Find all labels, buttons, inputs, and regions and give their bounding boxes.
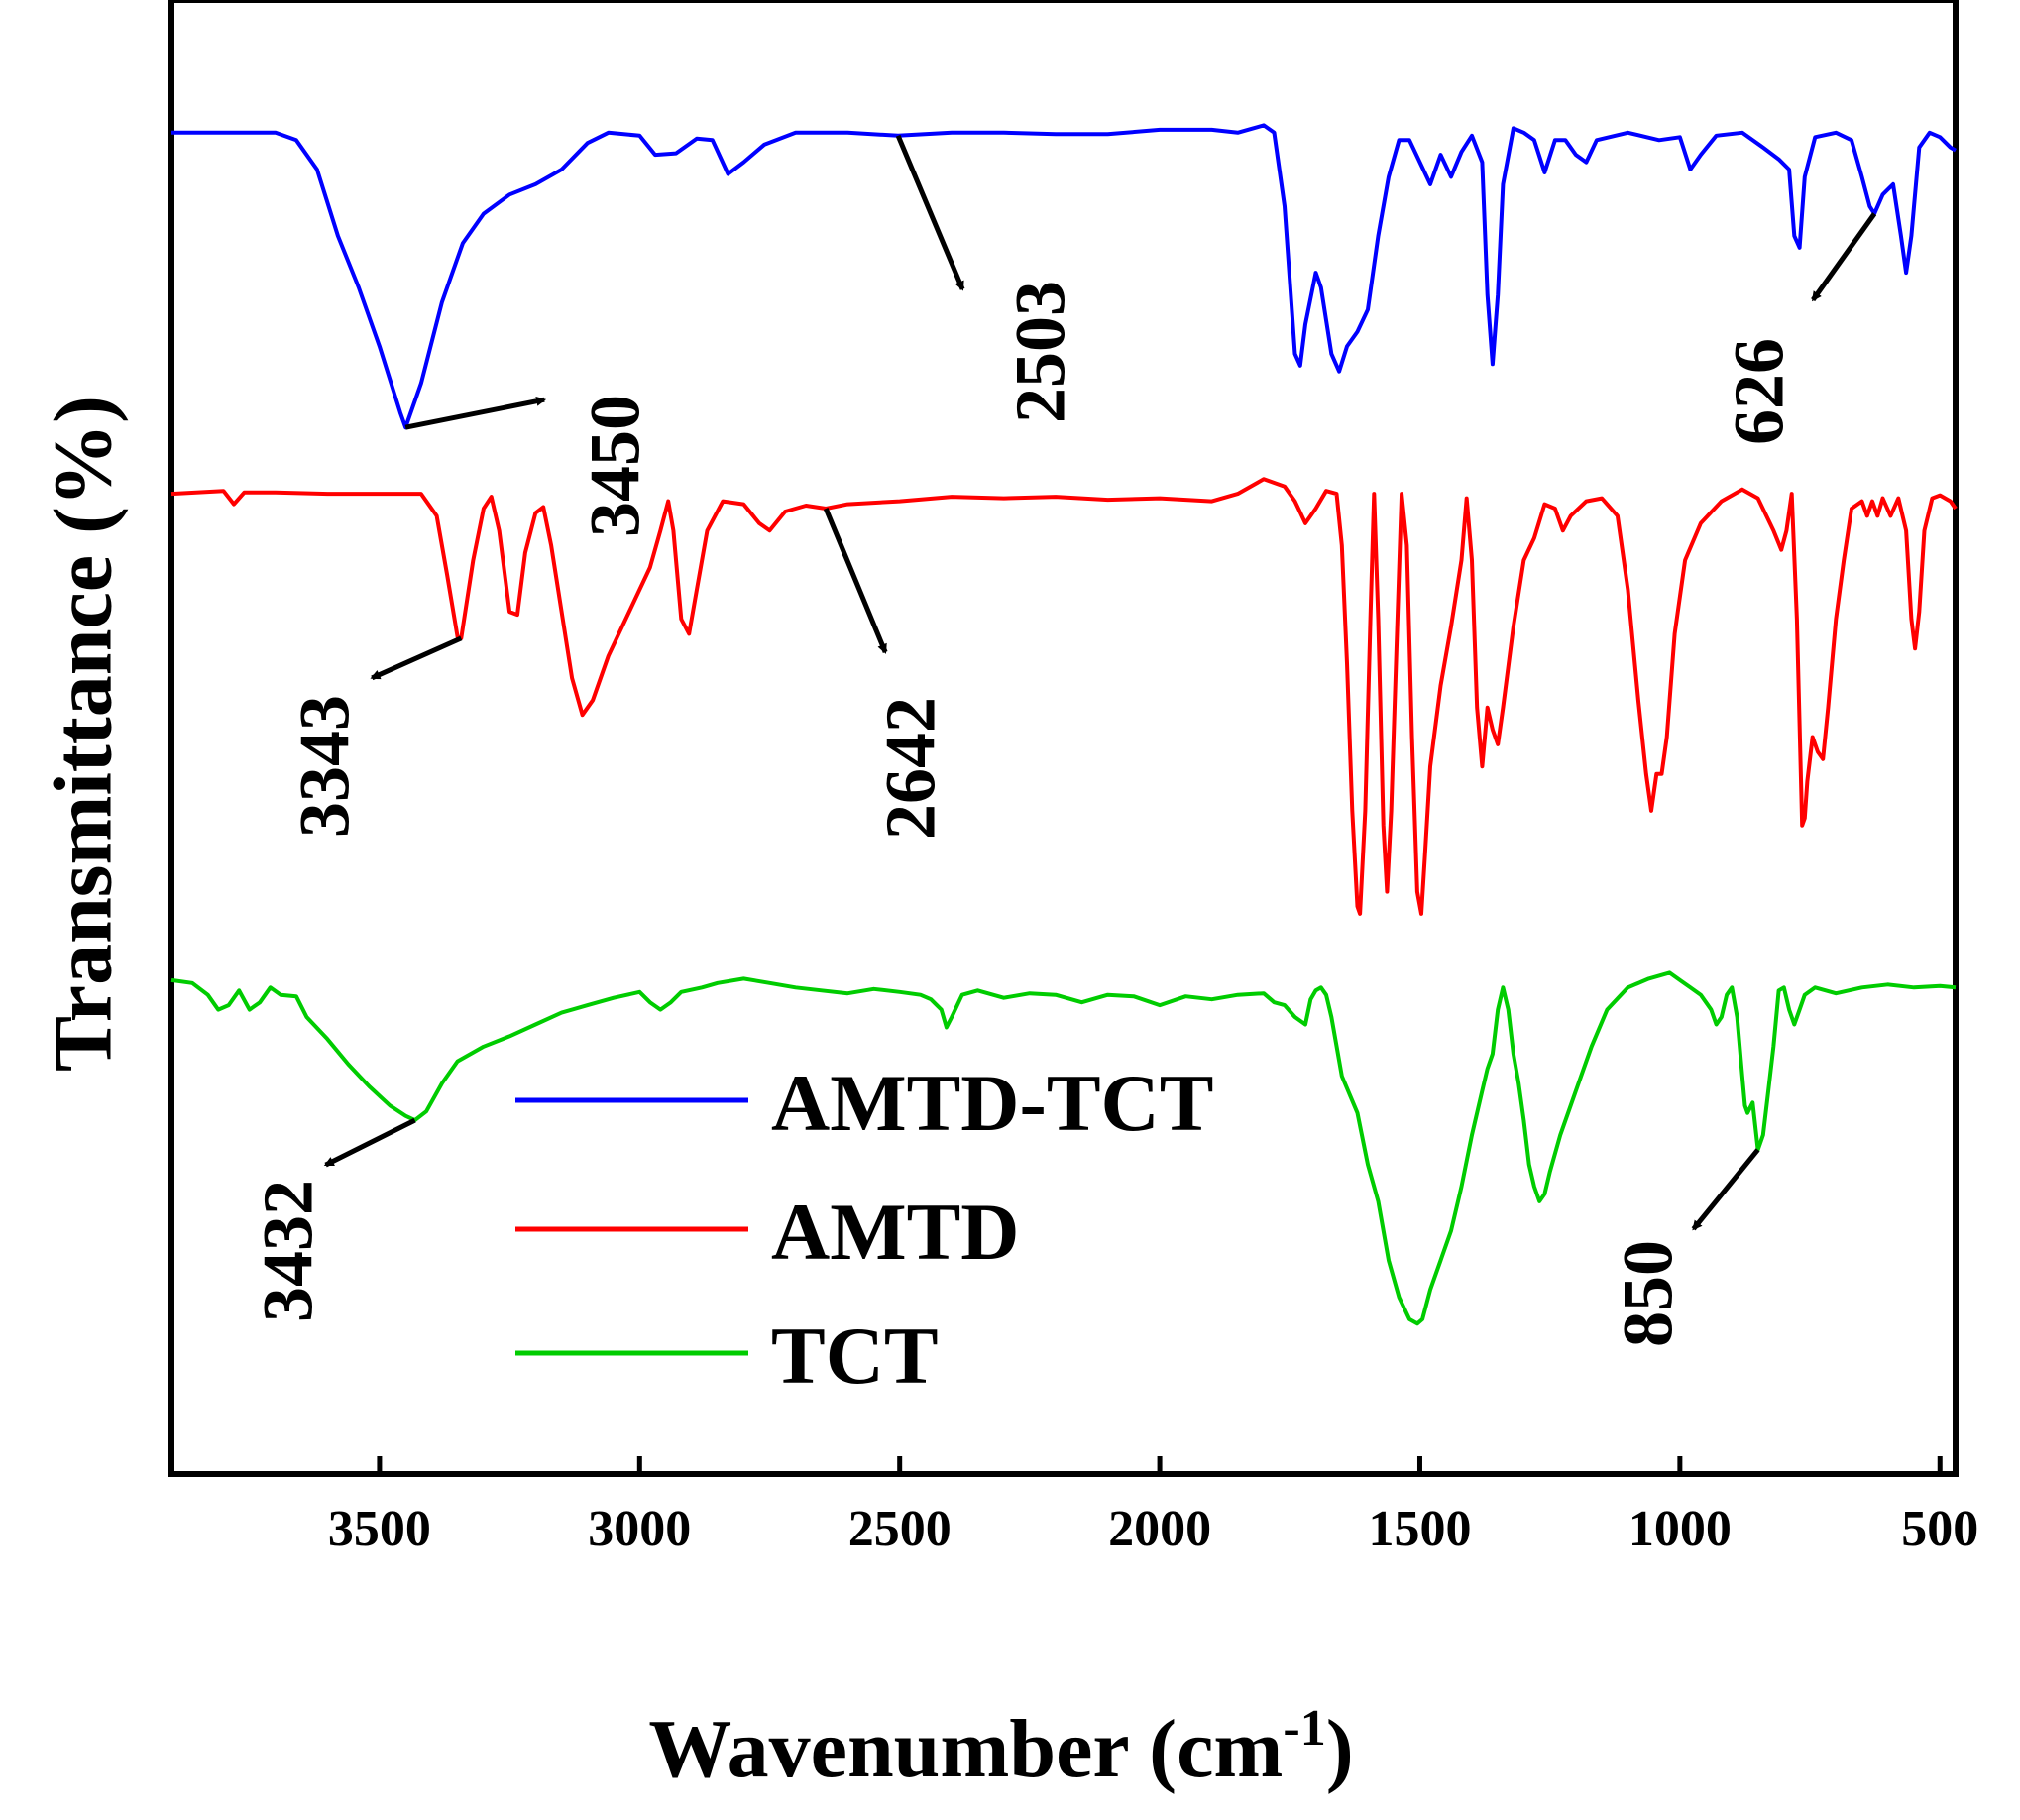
- x-tick-label: 2000: [1108, 1501, 1211, 1557]
- annotation-arrow: [1691, 1148, 1760, 1231]
- x-axis-title: Wavenumber (cm-1): [648, 1700, 1353, 1795]
- legend-label-amtd-tct: AMTD-TCT: [771, 1058, 1213, 1148]
- x-axis-title-main: Wavenumber (cm: [648, 1703, 1283, 1795]
- annotation-arrow: [323, 1117, 416, 1168]
- legend-label-tct: TCT: [771, 1310, 939, 1401]
- x-tick-label: 1000: [1628, 1501, 1732, 1557]
- annotation-arrow: [1811, 212, 1877, 302]
- x-tick-label: 1500: [1368, 1501, 1471, 1557]
- x-tick-label: 2500: [848, 1501, 952, 1557]
- x-tick-label: 3500: [328, 1501, 431, 1557]
- series-line-amtd-tct: [171, 123, 1957, 430]
- x-axis-title-close: ): [1326, 1703, 1354, 1795]
- x-tick-label: 500: [1901, 1501, 1978, 1557]
- annotation-arrow: [404, 396, 547, 430]
- x-tick-label: 3000: [588, 1501, 691, 1557]
- y-axis-title: Transmittance (%): [37, 396, 129, 1072]
- legend-label-amtd: AMTD: [771, 1187, 1020, 1277]
- series-line-amtd: [170, 477, 1958, 916]
- annotation-arrow: [370, 635, 463, 681]
- legend: AMTD-TCT AMTD TCT: [515, 1058, 1213, 1401]
- plot-frame: [168, 0, 1959, 1477]
- x-axis-title-superscript: -1: [1283, 1700, 1325, 1757]
- annotation-arrow: [895, 134, 965, 291]
- series-line-tct: [170, 970, 1957, 1326]
- annotation-label-626: 626: [1720, 338, 1799, 445]
- annotation-label-2642: 2642: [871, 697, 951, 840]
- annotation-label-3450: 3450: [576, 395, 655, 537]
- annotation-label-850: 850: [1609, 1240, 1688, 1347]
- annotation-label-3343: 3343: [285, 695, 365, 838]
- annotation-label-3432: 3432: [249, 1180, 328, 1322]
- annotation-label-2503: 2503: [1001, 281, 1080, 423]
- annotation-arrow: [823, 508, 888, 654]
